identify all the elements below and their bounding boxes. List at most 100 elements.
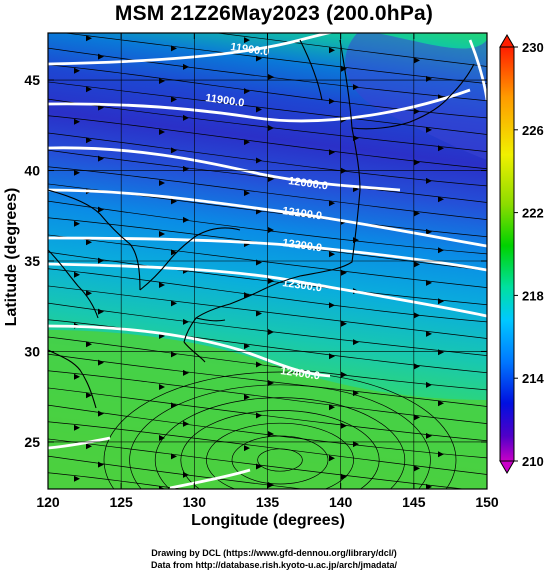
streamline-arrow xyxy=(414,261,420,268)
streamline xyxy=(48,81,487,135)
streamline xyxy=(48,149,487,203)
streamline-arrow xyxy=(438,349,444,356)
streamline-arrow xyxy=(268,175,274,182)
streamline-arrow xyxy=(86,86,92,93)
streamline-arrow xyxy=(438,400,444,407)
streamline-arrow xyxy=(74,67,80,74)
streamline-arrow xyxy=(86,494,92,500)
streamline-arrow xyxy=(414,210,420,217)
streamline-arrow xyxy=(329,455,335,462)
streamline-arrow xyxy=(426,279,432,286)
streamline-arrow xyxy=(329,98,335,105)
x-tick-label: 135 xyxy=(256,494,280,510)
streamline-arrow xyxy=(256,55,262,62)
streamline-arrow xyxy=(353,339,359,346)
northeast-blue-region xyxy=(345,33,487,160)
streamline-arrow xyxy=(341,371,347,378)
x-tick-label: 140 xyxy=(329,494,353,510)
streamline-arrow xyxy=(256,208,262,215)
height-contour-line xyxy=(48,324,331,378)
height-contours: 11900.0 11900.0 12000.0 12100.0 12200.0 12300… xyxy=(48,33,487,489)
streamline-arrow xyxy=(329,149,335,156)
streamline-arrow xyxy=(183,63,189,70)
coastline xyxy=(139,227,241,291)
streamline-arrow xyxy=(426,330,432,337)
streamline xyxy=(48,115,487,170)
streamlines xyxy=(48,33,487,539)
streamline-arrow xyxy=(341,422,347,429)
coastline xyxy=(48,189,141,291)
streamline-arrow xyxy=(86,290,92,297)
map-title: MSM 21Z26May2023 (200.0hPa) xyxy=(114,2,434,25)
coastline xyxy=(299,39,323,101)
streamline-arrow xyxy=(426,432,432,439)
streamline xyxy=(48,234,487,288)
height-contour-line xyxy=(48,188,487,248)
streamline xyxy=(48,251,487,306)
x-tick-label: 145 xyxy=(402,494,426,510)
swirl-streamline xyxy=(180,410,380,489)
streamline-arrow xyxy=(329,47,335,54)
streamline-arrow xyxy=(244,292,250,299)
swirl-streamline xyxy=(257,448,303,472)
streamline-arrow xyxy=(86,239,92,246)
streamline-arrow xyxy=(256,157,262,164)
coastline xyxy=(183,341,206,363)
coastline xyxy=(183,289,263,343)
streamline-arrow xyxy=(329,302,335,309)
grid-lines xyxy=(48,33,487,489)
colorbar: 230 226 222 218 214 210 xyxy=(499,34,544,474)
streamline-arrow xyxy=(329,200,335,207)
streamline-arrow xyxy=(98,308,104,315)
streamline-arrow xyxy=(341,320,347,327)
colorbar-tick-label: 226 xyxy=(522,123,544,138)
x-tick-label: 130 xyxy=(183,494,207,510)
height-contour-line xyxy=(169,468,251,489)
streamline xyxy=(48,404,487,459)
streamline-arrow xyxy=(438,298,444,305)
streamline-arrow xyxy=(98,257,104,264)
streamline-arrow xyxy=(86,443,92,450)
streamline-arrow xyxy=(159,485,165,489)
axis-ticks xyxy=(47,33,488,489)
streamline-arrow xyxy=(426,483,432,489)
streamline-arrow xyxy=(98,53,104,60)
streamline-arrow xyxy=(438,196,444,203)
streamline-arrow xyxy=(268,379,274,386)
height-contour-line xyxy=(468,39,487,101)
streamline-arrow xyxy=(98,104,104,111)
streamline-arrow xyxy=(244,88,250,95)
streamline-arrow xyxy=(171,351,177,358)
streamline-arrow xyxy=(98,410,104,417)
streamline xyxy=(48,472,184,489)
streamline-arrow xyxy=(414,414,420,421)
colorbar-min-arrow xyxy=(499,460,515,474)
colorbar-tick-label: 214 xyxy=(522,371,544,386)
streamline-arrow xyxy=(183,369,189,376)
streamline-arrow xyxy=(74,271,80,278)
streamline xyxy=(214,33,487,67)
streamline-arrow xyxy=(268,226,274,233)
x-axis-label: Longitude (degrees) xyxy=(191,512,345,529)
colorbar-tick-label: 230 xyxy=(522,40,544,55)
streamline-arrow xyxy=(268,533,274,539)
streamline-arrow xyxy=(268,430,274,437)
swirl-streamline xyxy=(206,422,354,489)
streamline-arrow xyxy=(244,394,250,401)
streamline-arrow xyxy=(414,312,420,319)
streamline-arrow xyxy=(353,492,359,498)
x-tick-label: 120 xyxy=(36,494,60,510)
streamline-arrow xyxy=(244,37,250,44)
contour-label: 11900.0 xyxy=(205,92,245,109)
y-tick-label: 45 xyxy=(24,72,40,88)
streamline-arrow xyxy=(438,145,444,152)
streamline-arrow xyxy=(414,159,420,166)
credit-line-2: Data from http://database.rish.kyoto-u.a… xyxy=(150,560,398,570)
swirl-streamline xyxy=(154,397,406,489)
streamline-arrow xyxy=(159,281,165,288)
streamline-arrow xyxy=(414,108,420,115)
streamline-arrow xyxy=(268,124,274,131)
streamline xyxy=(48,302,487,356)
contour-label: 12100.0 xyxy=(282,205,323,222)
x-tick-label: 125 xyxy=(109,494,133,510)
